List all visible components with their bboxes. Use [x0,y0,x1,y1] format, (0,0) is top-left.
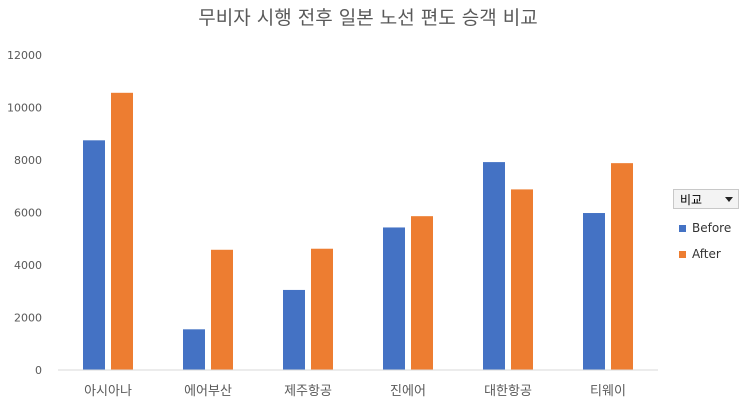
legend-item-after: After [679,241,731,267]
x-tick-label: 티웨이 [590,384,626,399]
legend-label: Before [692,221,732,235]
bar-before-5 [583,213,605,370]
x-tick-label: 에어부산 [184,384,232,399]
y-tick-label: 8000 [14,154,42,167]
x-tick-label: 제주항공 [284,384,332,399]
legend-label: After [692,247,721,261]
y-tick-label: 12000 [7,49,42,62]
bar-after-1 [211,249,233,370]
x-tick-label: 대한항공 [484,384,532,399]
bar-after-2 [311,248,333,370]
bar-after-4 [511,189,533,370]
bars [83,92,633,371]
legend-swatch [679,224,686,232]
bar-after-3 [411,216,433,370]
bar-before-0 [83,140,105,370]
y-tick-label: 6000 [14,207,42,220]
legend-item-before: Before [679,215,731,241]
legend-swatch [679,250,686,258]
bar-before-2 [283,289,305,370]
y-axis-ticks: 0 2000 4000 6000 8000 10000 12000 [7,49,42,377]
y-tick-label: 0 [35,364,42,377]
y-tick-label: 10000 [7,102,42,115]
y-tick-label: 2000 [14,312,42,325]
legend: Before After [679,215,731,267]
bar-before-1 [183,329,205,370]
chart-title: 무비자 시행 전후 일본 노선 편도 승객 비교 [198,7,537,29]
x-axis-tick-labels: 아시아나 에어부산 제주항공 진에어 대한항공 티웨이 [84,384,626,399]
x-tick-label: 아시아나 [84,384,132,399]
dropdown-arrow-icon [725,196,733,202]
bar-after-5 [611,163,633,370]
y-tick-label: 4000 [14,259,42,272]
bar-after-0 [111,92,133,371]
bar-before-4 [483,162,505,370]
legend-title: 비교 [680,192,703,207]
legend-filter-button[interactable]: 비교 [673,189,739,209]
x-tick-label: 진에어 [390,384,426,399]
bar-before-3 [383,227,405,370]
